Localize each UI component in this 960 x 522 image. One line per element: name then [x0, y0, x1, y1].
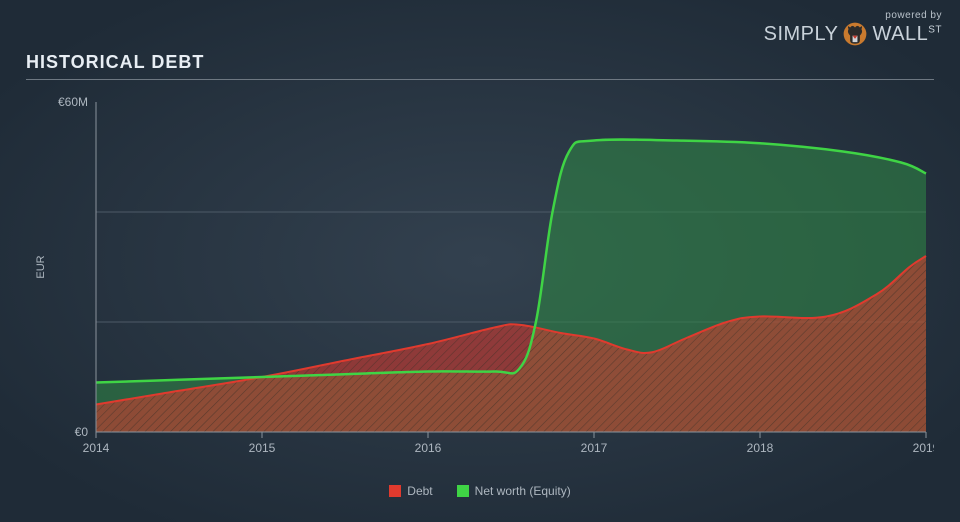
- svg-text:2018: 2018: [747, 441, 774, 455]
- brand-logo: powered by SIMPLY WALLST: [764, 10, 942, 47]
- svg-text:2015: 2015: [249, 441, 276, 455]
- svg-text:2016: 2016: [415, 441, 442, 455]
- chart-area: 2014 2015 2016 2017 2018 2019 €0 €60M EUR Debt Ne…: [26, 92, 934, 502]
- chart-legend: Debt Net worth (Equity): [26, 484, 934, 500]
- svg-text:2014: 2014: [83, 441, 110, 455]
- legend-item: Debt: [389, 484, 432, 498]
- powered-by-text: powered by: [764, 10, 942, 21]
- brand-simply: SIMPLY: [764, 24, 839, 44]
- svg-text:€60M: €60M: [58, 95, 88, 109]
- brand-wall: WALL: [872, 23, 928, 45]
- legend-label: Debt: [407, 484, 432, 498]
- legend-swatch: [389, 485, 401, 497]
- legend-swatch: [457, 485, 469, 497]
- legend-item: Net worth (Equity): [457, 484, 571, 498]
- legend-label: Net worth (Equity): [475, 484, 571, 498]
- svg-text:2017: 2017: [581, 441, 608, 455]
- svg-text:EUR: EUR: [35, 255, 47, 278]
- brand-st: ST: [928, 24, 942, 35]
- bull-icon: [842, 21, 868, 47]
- historical-debt-chart: 2014 2015 2016 2017 2018 2019 €0 €60M EUR: [26, 92, 934, 502]
- svg-text:2019: 2019: [913, 441, 934, 455]
- chart-title: HISTORICAL DEBT: [26, 52, 934, 80]
- svg-text:€0: €0: [75, 425, 89, 439]
